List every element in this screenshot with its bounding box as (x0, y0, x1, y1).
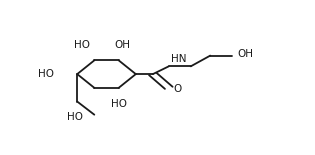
Text: HO: HO (67, 112, 83, 122)
Text: O: O (173, 84, 181, 94)
Text: HO: HO (74, 40, 90, 50)
Text: HO: HO (111, 99, 127, 108)
Text: HO: HO (38, 69, 54, 79)
Text: OH: OH (114, 40, 130, 50)
Text: OH: OH (237, 49, 253, 59)
Text: HN: HN (171, 54, 187, 64)
